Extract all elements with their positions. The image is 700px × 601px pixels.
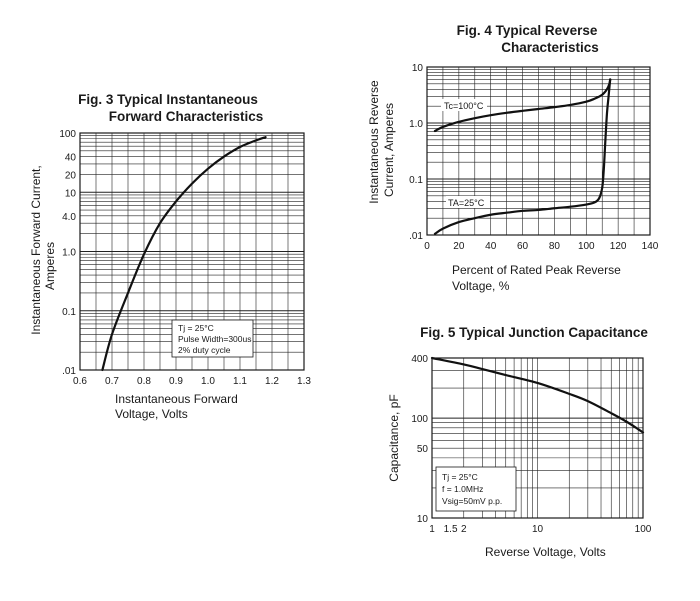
fig5-title-line1: Fig. 5 Typical Junction Capacitance [420,325,648,340]
fig5-xtick-label: 10 [532,524,544,535]
fig5-ytick-label: 100 [411,414,428,425]
fig5-ylabel: Capacitance, pF [387,394,401,481]
fig3-series [101,136,267,372]
fig3-ytick-label: 4.0 [62,212,76,223]
fig4-xtick-label: 0 [424,241,430,252]
fig4-series-label-tc100-text: Tc=100°C [444,101,484,111]
fig4-title-line1: Fig. 4 Typical Reverse [456,23,598,38]
fig3-annotation-box: Tj = 25°C Pulse Width=300us 2% duty cycl… [171,319,254,358]
fig3-xtick-label: 1.1 [233,376,247,387]
fig3-title-line1: Fig. 3 Typical Instantaneous [78,92,258,107]
fig3-xlabel-line1: Instantaneous Forward [115,392,238,406]
fig3-xtick-label: 0.6 [73,376,87,387]
fig5-annotation-box: Tj = 25°C f = 1.0MHz Vsig=50mV p.p. [435,466,517,512]
fig3-annotation-line3: 2% duty cycle [178,345,231,355]
fig4-frame [426,66,651,236]
fig3-xtick-label: 1.3 [297,376,311,387]
fig3-chart: 0.6 0.7 0.8 0.9 1.0 1.1 1.2 1.3 .01 0.1 1.0 4.0 10 20… [29,129,311,421]
fig4-xtick-label: 120 [610,241,627,252]
fig4-title: Fig. 4 Typical Reverse Characteristics [432,22,652,56]
fig4-xtick-label: 100 [578,241,595,252]
fig4-ytick-label: 10 [412,63,424,74]
fig4-xtick-label: 40 [485,241,497,252]
fig4-series-label-tc100-bg [441,99,487,111]
fig5-annotation-line3: Vsig=50mV p.p. [442,496,502,506]
fig3-xtick-label: 0.9 [169,376,183,387]
fig4-series-label-ta25: TA=25°C [446,196,490,208]
fig4-title-line2: Characteristics [501,40,599,55]
fig4-ylabel-line2: Current, Amperes [382,103,396,197]
fig3-ytick-label: 10 [65,188,77,199]
fig4-series-label-ta25-bg [446,196,490,208]
fig5-tick-labels: 1 1.5 2 10 100 10 50 100 400 [411,354,651,535]
fig5-annotation-line2: f = 1.0MHz [442,484,483,494]
fig3-title: Fig. 3 Typical Instantaneous Forward Cha… [58,91,278,125]
fig5-frame [431,357,644,519]
fig4-chart: 0 20 40 60 80 100 120 140 .01 0.1 1.0 10 Percent of… [367,63,659,293]
fig5-annotation-line1: Tj = 25°C [442,472,478,482]
fig3-series-line-0 [101,136,267,372]
fig5-xtick-label: 100 [635,524,652,535]
fig3-xlabel-line2: Voltage, Volts [115,407,188,421]
fig4-series [433,78,612,235]
fig5-annotation-frame [435,466,517,512]
fig5-ytick-label: 50 [417,444,429,455]
fig3-annotation-line1: Tj = 25°C [178,323,214,333]
fig4-xtick-label: 20 [453,241,465,252]
fig3-xtick-label: 1.2 [265,376,279,387]
fig5-xlabel: Reverse Voltage, Volts [485,545,606,559]
fig3-ylabel-line1: Instantaneous Forward Current, [29,165,43,334]
fig4-series-label-tc100: Tc=100°C [441,99,487,111]
fig3-title-line2: Forward Characteristics [108,109,264,124]
fig4-ylabel-line1: Instantaneous Reverse [367,80,381,204]
fig4-ytick-label: 0.1 [409,175,423,186]
fig4-tick-labels: 0 20 40 60 80 100 120 140 .01 0.1 1.0 10 [409,63,659,252]
fig5-chart: 1 1.5 2 10 100 10 50 100 400 Reverse Voltage, Vo… [387,354,652,559]
fig3-xtick-label: 0.7 [105,376,119,387]
fig5-xtick-label: 2 [461,524,467,535]
fig5-ytick-label: 400 [411,354,428,365]
fig4-series-line-1 [433,78,612,235]
fig3-ytick-label: 1.0 [62,248,76,259]
fig3-frame [79,132,305,371]
fig4-xlabel-line2: Voltage, % [452,279,510,293]
fig4-ytick-label: .01 [409,231,423,242]
fig4-xtick-label: 60 [517,241,529,252]
fig4-xtick-label: 80 [549,241,561,252]
fig3-ytick-label: 40 [65,153,77,164]
fig4-series-line-0 [433,78,612,133]
fig5-xtick-label: 1.5 [444,524,458,535]
fig5-xtick-label: 1 [429,524,435,535]
fig4-ytick-label: 1.0 [409,119,423,130]
fig5-series [430,356,645,434]
fig3-annotation-frame [171,319,254,358]
fig3-tick-labels: 0.6 0.7 0.8 0.9 1.0 1.1 1.2 1.3 .01 0.1 1.0 4.0 10 20… [59,129,311,387]
fig4-series-label-ta25-text: TA=25°C [448,198,485,208]
fig5-ytick-label: 10 [417,514,429,525]
fig3-xtick-label: 1.0 [201,376,215,387]
fig5-title: Fig. 5 Typical Junction Capacitance [404,324,664,341]
fig3-ytick-label: 100 [59,129,76,140]
fig4-xlabel-line1: Percent of Rated Peak Reverse [452,263,621,277]
fig3-xtick-label: 0.8 [137,376,151,387]
fig3-ytick-label: 20 [65,170,77,181]
fig5-series-line-0 [430,356,645,434]
fig3-ytick-label: .01 [62,366,76,377]
fig3-ytick-label: 0.1 [62,307,76,318]
fig4-xtick-label: 140 [642,241,659,252]
fig3-ylabel-line2: Amperes [43,242,57,290]
fig3-annotation-line2: Pulse Width=300us [178,334,251,344]
